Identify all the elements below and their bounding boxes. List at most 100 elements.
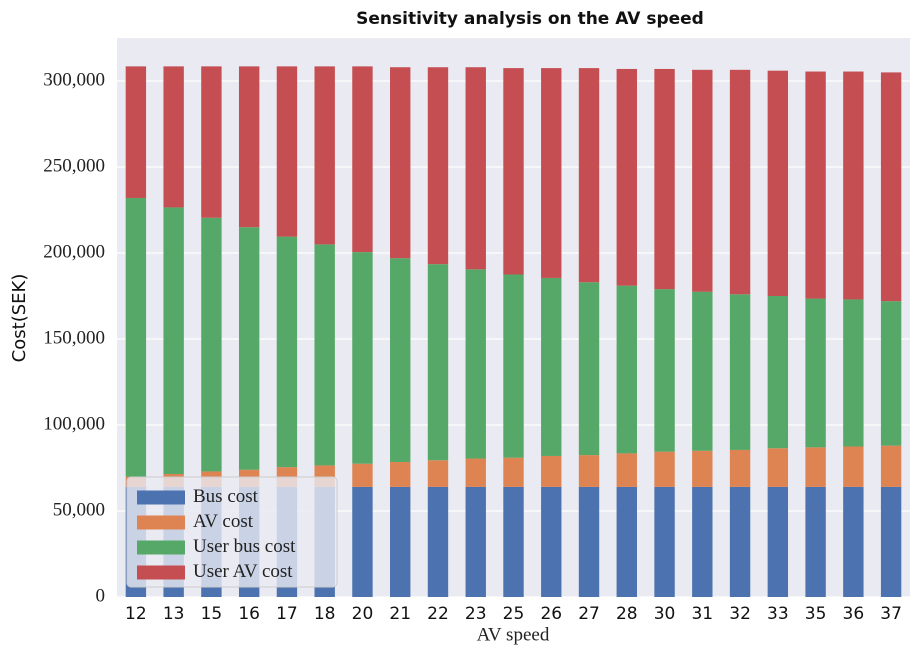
bar-segment (541, 68, 562, 278)
bar-segment (352, 252, 373, 464)
x-tick-label: 32 (729, 604, 751, 624)
bar-segment (843, 299, 864, 447)
bar-segment (541, 486, 562, 597)
y-axis-label: Cost(SEK) (9, 274, 30, 363)
ticks: 0 50,000 100,000 150,000 200,000 250,000 300,0… (43, 69, 902, 624)
bar-segment (616, 68, 637, 286)
bar-segment (238, 66, 260, 228)
bar-segment (390, 258, 411, 462)
bar-segment (729, 449, 751, 487)
bar-segment (692, 291, 713, 451)
bar-segment (503, 68, 524, 275)
legend-swatch (137, 540, 185, 555)
x-tick-label: 25 (503, 604, 525, 624)
bar-segment (692, 69, 713, 292)
bar-segment (427, 486, 449, 597)
bar-segment (616, 486, 637, 597)
bar-segment (767, 296, 789, 449)
bar-segment (541, 277, 562, 456)
x-tick-label: 28 (616, 604, 638, 624)
bar-segment (805, 447, 826, 487)
x-tick-label: 31 (691, 604, 713, 624)
bar-segment (654, 451, 675, 487)
bar-segment (352, 463, 373, 487)
bar-segment (692, 486, 713, 597)
x-tick-label: 22 (427, 604, 449, 624)
x-tick-label: 33 (767, 604, 789, 624)
y-tick-label: 250,000 (43, 155, 105, 176)
bar-segment (201, 66, 222, 218)
bar-segment (390, 461, 411, 487)
bar-segment (427, 264, 449, 461)
bar-segment (767, 486, 789, 597)
bar-segment (314, 66, 335, 245)
x-tick-label: 18 (314, 604, 336, 624)
bar-segment (125, 197, 147, 477)
x-tick-label: 21 (389, 604, 411, 624)
bar-segment (578, 455, 600, 487)
legend-label: AV cost (193, 511, 254, 532)
bar-segment (503, 274, 524, 458)
chart-title: Sensitivity analysis on the AV speed (356, 9, 704, 29)
bar-segment (541, 455, 562, 487)
legend-swatch (137, 565, 185, 580)
bar-segment (616, 453, 637, 487)
bar-segment (767, 448, 789, 487)
bar-segment (654, 289, 675, 452)
bar-segment (843, 446, 864, 487)
bar-segment (427, 67, 449, 265)
x-tick-label: 20 (352, 604, 374, 624)
bar-segment (503, 457, 524, 487)
legend-swatch (137, 515, 185, 530)
y-tick-label: 0 (96, 585, 106, 606)
bar-segment (163, 66, 184, 208)
bar-segment (805, 298, 826, 448)
bar-segment (390, 486, 411, 597)
x-tick-label: 12 (125, 604, 147, 624)
y-tick-label: 200,000 (43, 241, 105, 262)
bar-segment (578, 486, 600, 597)
legend-swatch (137, 490, 185, 505)
bar-segment (465, 486, 486, 597)
bar-segment (654, 486, 675, 597)
bar-segment (616, 285, 637, 454)
x-tick-label: 27 (578, 604, 600, 624)
x-tick-label: 15 (201, 604, 223, 624)
x-tick-label: 35 (805, 604, 827, 624)
x-tick-label: 23 (465, 604, 487, 624)
legend-label: Bus cost (193, 486, 259, 507)
bar-segment (390, 67, 411, 259)
bar-segment (843, 486, 864, 597)
bar-segment (578, 282, 600, 456)
x-tick-label: 13 (163, 604, 185, 624)
bar-segment (238, 227, 260, 470)
bar-segment (654, 68, 675, 290)
bar-segment (805, 71, 826, 299)
bar-segment (880, 445, 902, 487)
bar-segment (427, 460, 449, 487)
y-tick-label: 50,000 (53, 499, 105, 520)
bar-segment (729, 486, 751, 597)
y-tick-label: 150,000 (43, 327, 105, 348)
bar-segment (880, 72, 902, 302)
bar-segment (276, 236, 298, 468)
x-axis-label: AV speed (477, 624, 550, 645)
legend-label: User AV cost (193, 561, 293, 582)
x-tick-label: 26 (540, 604, 562, 624)
y-tick-label: 100,000 (43, 413, 105, 434)
bar-segment (578, 68, 600, 283)
legend: Bus cost AV cost User bus cost User AV cost (126, 476, 338, 588)
legend-label: User bus cost (193, 536, 296, 557)
bar-segment (692, 450, 713, 487)
bar-segment (503, 486, 524, 597)
bar-segment (767, 70, 789, 297)
bar-segment (843, 71, 864, 300)
x-tick-label: 30 (654, 604, 676, 624)
bar-segment (729, 69, 751, 295)
x-tick-label: 37 (880, 604, 902, 624)
x-tick-label: 17 (276, 604, 298, 624)
bar-segment (880, 486, 902, 597)
bar-segment (276, 66, 298, 237)
bar-segment (352, 486, 373, 597)
